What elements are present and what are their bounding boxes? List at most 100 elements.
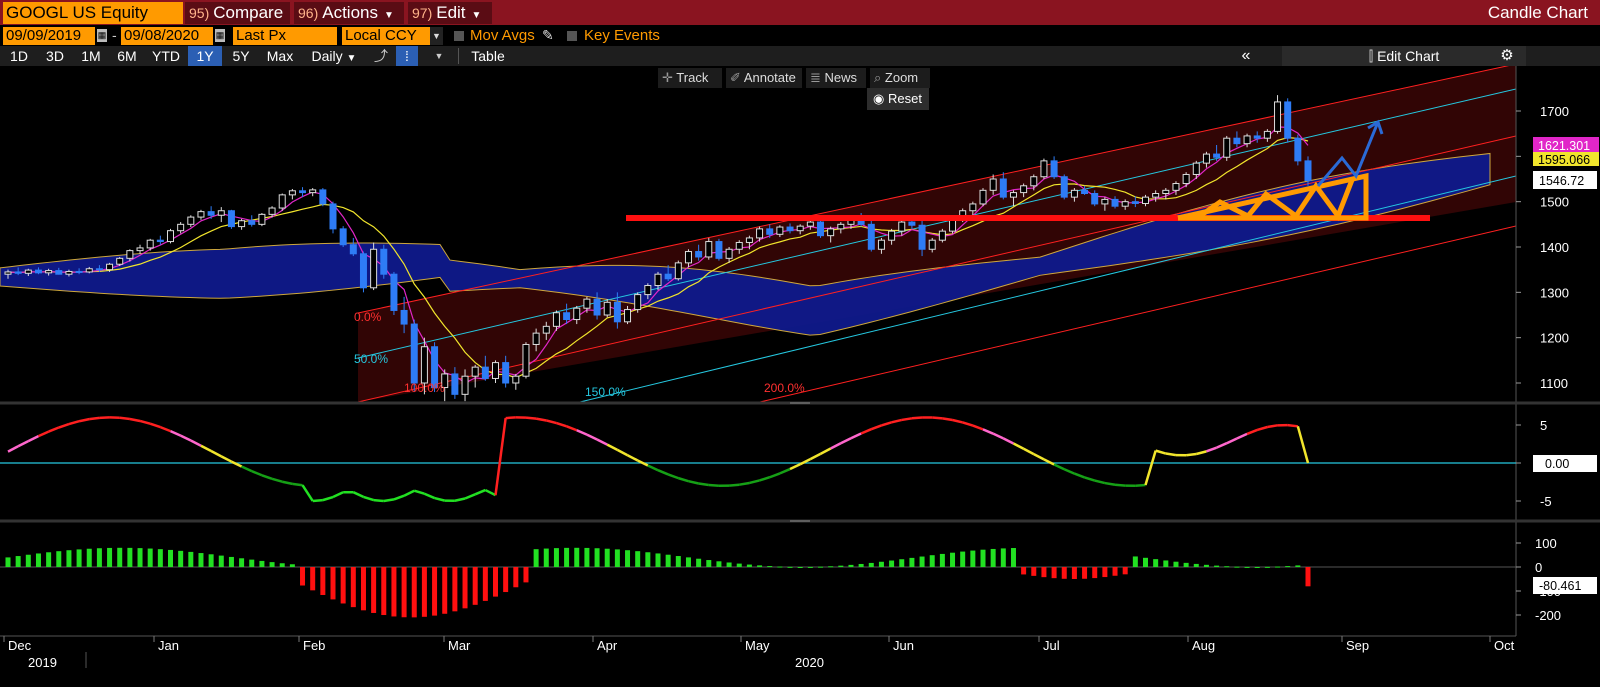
histogram-bar	[939, 553, 945, 567]
histogram-bar	[127, 547, 133, 567]
tf-1y[interactable]: 1Y	[188, 46, 222, 66]
price-field-select[interactable]: Last Px	[233, 27, 337, 45]
candle	[684, 249, 692, 268]
mov-avgs-checkbox[interactable]	[454, 31, 464, 41]
tf-6m[interactable]: 6M	[117, 48, 137, 64]
candle-chart-icon[interactable]: ⁞	[396, 46, 418, 66]
oscillator-segment	[434, 496, 446, 502]
calendar-icon[interactable]: ▦	[97, 29, 107, 42]
oscillator-segment	[860, 428, 872, 435]
histogram-bar	[401, 567, 407, 618]
histogram-bar	[462, 567, 468, 609]
line-chart-icon[interactable]: ⤴	[374, 48, 388, 64]
month-label: Jan	[158, 638, 179, 653]
oscillator-segment	[1053, 463, 1065, 471]
histogram-bar	[990, 548, 996, 567]
histogram-bar	[787, 566, 793, 568]
candle	[14, 267, 22, 276]
actions-menu[interactable]: 96) Actions ▼	[294, 2, 404, 24]
start-date-field[interactable]: 09/09/2019	[3, 27, 95, 45]
histogram-bar	[178, 550, 184, 567]
news-tool[interactable]: ≣ News	[806, 68, 866, 88]
oscillator-segment	[373, 498, 384, 503]
oscillator-segment	[1195, 450, 1207, 456]
oscillator-segment	[292, 482, 303, 487]
collapse-icon[interactable]: «	[1241, 47, 1251, 64]
chevron-down-icon[interactable]: ▼	[430, 27, 443, 45]
candle-body	[1060, 176, 1068, 198]
histogram-bar	[604, 548, 610, 567]
price-tick-label: 1400	[1540, 240, 1569, 255]
candle-body	[390, 273, 398, 311]
track-tool[interactable]: ✛ Track	[658, 68, 722, 88]
candle	[867, 217, 875, 252]
tf-max[interactable]: Max	[266, 48, 294, 64]
table-button[interactable]: Table	[471, 48, 505, 64]
key-events-label[interactable]: Key Events	[584, 27, 660, 44]
candle-body	[674, 262, 682, 280]
fib-label-100: 100.0%	[404, 381, 445, 395]
calendar-icon[interactable]: ▦	[215, 29, 225, 42]
histogram-bar	[1275, 566, 1281, 568]
candle-body	[136, 247, 144, 252]
candle	[1294, 134, 1302, 166]
candle	[674, 260, 682, 281]
currency-select[interactable]: Local CCY	[342, 27, 430, 45]
candle-body	[34, 269, 42, 274]
period-select[interactable]: Daily ▼	[302, 46, 366, 66]
histogram-bar	[360, 567, 366, 611]
candle-body	[481, 366, 489, 379]
mov-avgs-label[interactable]: Mov Avgs	[470, 27, 535, 44]
candle	[1253, 131, 1261, 143]
oscillator-segment	[850, 432, 862, 440]
candle-body	[177, 223, 185, 232]
candle-body	[603, 301, 611, 316]
histogram-bar	[5, 557, 11, 567]
chevron-down-icon[interactable]: ▼	[434, 51, 444, 61]
date-separator: -	[112, 27, 117, 43]
oscillator-segment	[911, 416, 923, 420]
ticker-field[interactable]: GOOGL US Equity	[3, 2, 183, 24]
candle	[542, 321, 550, 340]
candle	[75, 268, 83, 275]
histogram-bar	[685, 557, 691, 567]
annotate-tool[interactable]: ✐ Annotate	[726, 68, 802, 88]
gear-icon[interactable]: ⚙	[1500, 47, 1514, 64]
candle-body	[258, 213, 266, 225]
tf-ytd[interactable]: YTD	[152, 48, 180, 64]
pencil-icon[interactable]: ✎	[542, 27, 554, 43]
zoom-tool[interactable]: ⌕ Zoom	[870, 68, 930, 88]
candle-body	[1009, 192, 1017, 198]
candle-body	[1172, 183, 1180, 191]
period-label: Daily	[311, 48, 343, 64]
candle-body	[1111, 198, 1119, 207]
candle-body	[756, 228, 764, 239]
end-date-field[interactable]: 09/08/2020	[121, 27, 213, 45]
candle	[1274, 95, 1282, 134]
histogram-bar	[696, 558, 702, 567]
histogram-bar	[797, 566, 803, 568]
edit-chart-button[interactable]: ⫿ Edit Chart	[1282, 46, 1526, 66]
oscillator-segment	[982, 428, 994, 435]
tf-3d[interactable]: 3D	[46, 48, 64, 64]
compare-menu[interactable]: 95) Compare	[185, 2, 290, 24]
oscillator-segment	[586, 433, 598, 441]
candle-body	[55, 270, 63, 275]
histogram-bar	[35, 553, 41, 567]
oscillator-segment	[891, 418, 903, 424]
chart-area[interactable]: 0.0% 50.0% 100.0% 150.0% 200.0% 17001600…	[0, 66, 1600, 687]
reset-button[interactable]: ◉ Reset	[867, 88, 929, 110]
tf-1m[interactable]: 1M	[81, 48, 101, 64]
oscillator-segment	[68, 420, 80, 426]
key-events-checkbox[interactable]	[567, 31, 577, 41]
histogram-bar	[1224, 566, 1230, 568]
candle	[1070, 188, 1078, 202]
oscillator-segment	[1256, 425, 1268, 432]
oscillator-segment	[220, 455, 233, 463]
oscillator-segment	[626, 454, 639, 462]
oscillator-tag-value: 0.00	[1545, 457, 1569, 471]
tf-5y[interactable]: 5Y	[232, 48, 250, 64]
candle	[745, 235, 753, 250]
tf-1d[interactable]: 1D	[10, 48, 28, 64]
edit-menu[interactable]: 97) Edit ▼	[408, 2, 492, 24]
